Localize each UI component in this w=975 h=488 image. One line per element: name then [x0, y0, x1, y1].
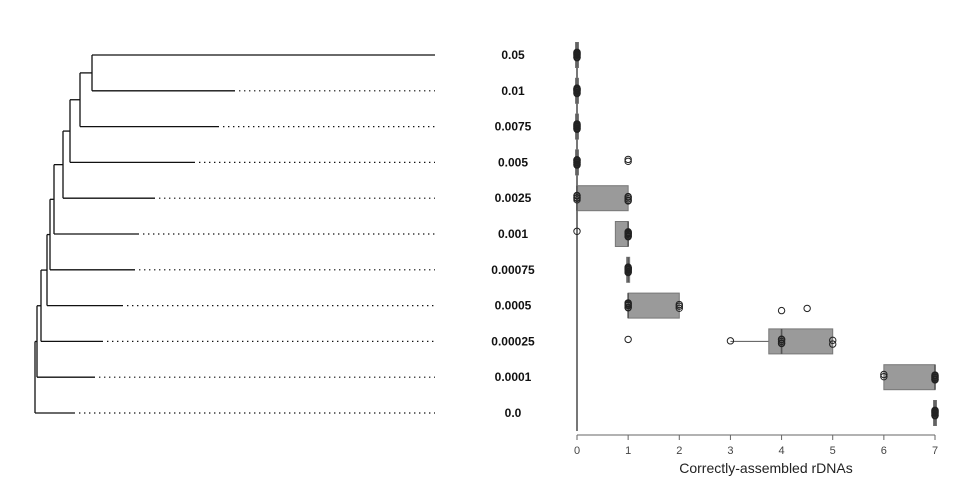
data-point [777, 339, 786, 348]
data-point [573, 227, 581, 236]
threshold-labels: 0.05 0.01 0.0075 0.005 0.0025 0.001 0.00075 0.0… [491, 48, 535, 420]
boxes [575, 42, 937, 426]
data-point [931, 372, 939, 380]
threshold-label: 0.00075 [491, 263, 535, 277]
data-point [624, 229, 632, 237]
data-point [573, 125, 581, 134]
boxplot-panel [573, 42, 939, 431]
data-point [931, 412, 939, 420]
x-axis-title: Correctly-assembled rDNAs [679, 460, 852, 476]
data-point [726, 337, 735, 345]
data-point [931, 376, 939, 384]
data-point [624, 197, 632, 205]
x-tick-label: 2 [676, 445, 682, 457]
data-point [675, 304, 683, 312]
data-point [624, 304, 632, 312]
data-point [931, 408, 939, 416]
data-point [573, 121, 581, 130]
data-point [573, 159, 581, 167]
box [576, 185, 629, 212]
data-point [573, 54, 581, 62]
data-point [777, 336, 786, 344]
threshold-label: 0.05 [501, 48, 525, 62]
data-point [573, 86, 581, 94]
threshold-label: 0.005 [498, 155, 528, 169]
data-point [675, 300, 683, 309]
data-point [624, 268, 632, 277]
x-tick-label: 1 [625, 445, 631, 457]
data-point [573, 89, 581, 98]
x-tick-label: 0 [574, 445, 580, 457]
threshold-label: 0.0005 [495, 299, 532, 313]
threshold-label: 0.01 [501, 84, 525, 98]
data-point [624, 157, 632, 166]
data-point [573, 50, 581, 58]
box [627, 292, 680, 319]
data-point [624, 265, 632, 273]
data-point [803, 304, 811, 313]
threshold-label: 0.001 [498, 227, 528, 241]
threshold-label: 0.0025 [495, 191, 532, 205]
x-tick-label: 7 [932, 445, 938, 457]
data-points [573, 48, 939, 420]
data-point [829, 340, 837, 348]
data-point [624, 335, 632, 344]
data-point [624, 233, 632, 241]
data-point [573, 161, 581, 169]
threshold-label: 0.00025 [491, 334, 535, 348]
x-tick-label: 4 [779, 445, 785, 457]
data-point [829, 336, 837, 345]
threshold-label: 0.0 [505, 406, 522, 420]
data-point [573, 157, 581, 165]
x-tick-label: 6 [881, 445, 887, 457]
data-point [573, 194, 581, 202]
threshold-label: 0.0001 [495, 370, 532, 384]
data-point [777, 306, 786, 315]
threshold-label: 0.0075 [495, 120, 532, 134]
phylogenetic-tree [34, 54, 435, 414]
data-point [880, 372, 888, 381]
x-tick-label: 5 [830, 445, 836, 457]
x-tick-label: 3 [727, 445, 733, 457]
data-point [624, 193, 632, 201]
x-axis: 0 1 2 3 4 5 6 7 [574, 434, 938, 457]
box [883, 364, 936, 391]
data-point [624, 300, 632, 308]
data-point [624, 155, 632, 164]
data-point [573, 192, 581, 200]
data-point [880, 370, 888, 379]
